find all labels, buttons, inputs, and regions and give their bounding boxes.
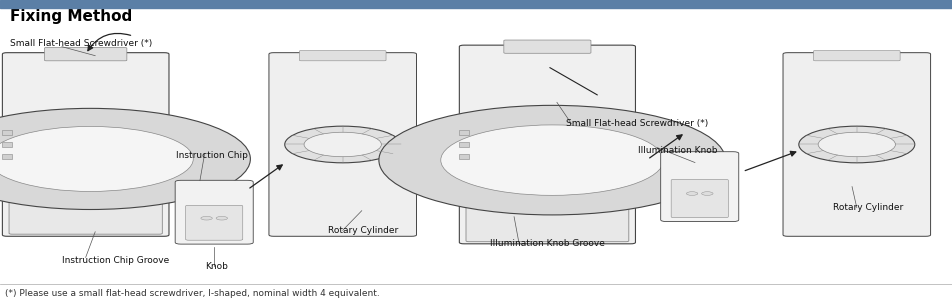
Bar [459,142,468,147]
Text: Instruction Chip Groove: Instruction Chip Groove [62,256,169,265]
Text: Illumination Knob Groove: Illumination Knob Groove [490,239,605,248]
Text: Instruction Chip: Instruction Chip [176,150,248,160]
FancyBboxPatch shape [813,51,900,61]
FancyBboxPatch shape [175,180,253,244]
Text: Knob: Knob [205,262,228,271]
FancyBboxPatch shape [299,51,386,61]
FancyBboxPatch shape [9,133,162,234]
FancyBboxPatch shape [459,45,636,244]
FancyBboxPatch shape [45,48,127,61]
Circle shape [799,126,915,163]
Bar [2,130,11,135]
Circle shape [686,192,698,195]
FancyBboxPatch shape [268,53,417,236]
Text: (*) Please use a small flat-head screwdriver, I-shaped, nominal width 4 equivale: (*) Please use a small flat-head screwdr… [5,289,380,298]
Circle shape [0,108,250,209]
FancyBboxPatch shape [671,179,728,218]
Text: Rotary Cylinder: Rotary Cylinder [833,203,903,212]
Circle shape [285,126,401,163]
Bar [459,130,468,135]
Circle shape [702,192,713,195]
FancyBboxPatch shape [2,53,169,236]
Circle shape [441,125,664,195]
Text: Rotary Cylinder: Rotary Cylinder [328,226,399,235]
Circle shape [379,105,725,215]
FancyBboxPatch shape [504,40,591,53]
Circle shape [304,132,382,157]
Text: Fixing Method: Fixing Method [10,9,131,24]
Text: Small Flat-head Screwdriver (*): Small Flat-head Screwdriver (*) [566,119,708,128]
FancyBboxPatch shape [186,205,243,240]
Bar [459,154,468,159]
Circle shape [0,126,193,191]
Circle shape [818,132,896,157]
Text: Illumination Knob: Illumination Knob [638,146,718,155]
Circle shape [216,216,228,220]
FancyBboxPatch shape [661,152,739,222]
Bar [2,142,11,147]
Text: Small Flat-head Screwdriver (*): Small Flat-head Screwdriver (*) [10,39,151,48]
FancyBboxPatch shape [783,53,931,236]
FancyBboxPatch shape [466,132,628,242]
Circle shape [201,216,212,220]
Bar [0,0,952,8]
Bar [2,154,11,159]
